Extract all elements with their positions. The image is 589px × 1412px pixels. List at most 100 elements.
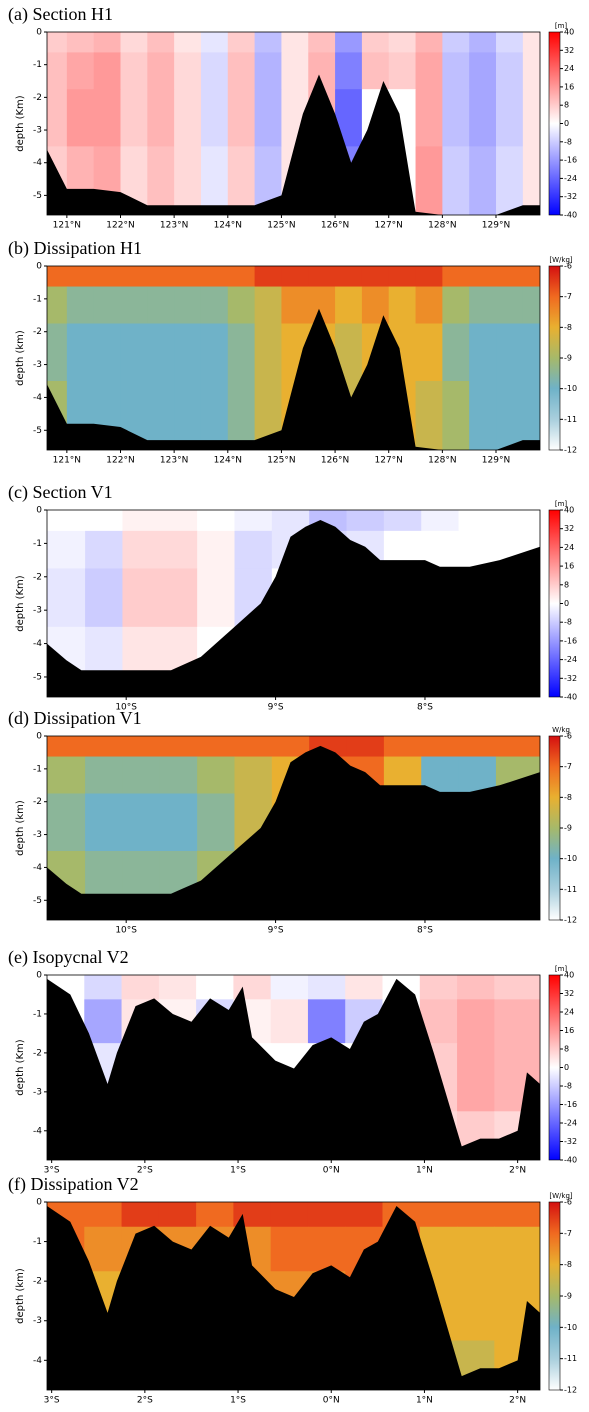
heatmap-cell (197, 510, 235, 532)
heatmap-cell (469, 146, 497, 215)
colorbar-tick-label: -12 (564, 1386, 577, 1395)
heatmap-cell (196, 975, 234, 1000)
heatmap-cell (495, 510, 540, 532)
heatmap-cell (415, 323, 443, 382)
heatmap-cell (47, 323, 68, 382)
heatmap-cell (281, 266, 309, 288)
heatmap-cell (200, 146, 229, 215)
heatmap-cell (308, 32, 336, 53)
heatmap-cell (335, 286, 363, 324)
plot-frame (46, 974, 541, 1161)
y-tick-label: -3 (33, 1316, 42, 1326)
x-tick-label: 122°N (106, 221, 134, 231)
heatmap-cell (147, 89, 175, 147)
y-tick-label: 0 (36, 28, 42, 38)
heatmap-cell (495, 736, 540, 758)
heatmap-cell (457, 975, 495, 1000)
heatmap-cell (388, 286, 417, 324)
plot-area (47, 1202, 540, 1390)
heatmap-cell (196, 1202, 234, 1228)
plot-frame (46, 509, 541, 698)
heatmap-cell (442, 52, 470, 90)
colorbar-tick-label: 32 (564, 524, 574, 533)
colorbar-tick-label: 8 (564, 101, 569, 110)
heatmap-cell (47, 52, 68, 90)
y-tick-label: 0 (36, 262, 42, 272)
heatmap-cell (415, 52, 443, 90)
heatmap-cell (197, 568, 235, 628)
heatmap-cell (281, 32, 309, 53)
y-tick-label: -5 (33, 426, 42, 436)
heatmap-cell (159, 530, 198, 569)
x-tick-label: 127°N (375, 456, 403, 466)
colorbar (548, 735, 561, 921)
y-axis-label: depth (km) (15, 330, 26, 386)
plot-area (47, 510, 540, 697)
heatmap-cell (159, 568, 198, 628)
heatmap-cell (307, 1202, 346, 1228)
heatmap-cell (496, 32, 524, 53)
heatmap-cell (197, 793, 235, 852)
heatmap-cell (346, 736, 385, 758)
heatmap-cell (120, 32, 148, 53)
heatmap-cell (457, 1043, 495, 1112)
heatmap-cell (335, 266, 363, 288)
y-tick-label: -1 (33, 1009, 42, 1019)
heatmap-cell (522, 32, 540, 53)
heatmap-cell (121, 1202, 160, 1228)
colorbar-tick-label: -8 (564, 1260, 572, 1269)
heatmap-cell (120, 323, 148, 382)
heatmap-cell (122, 510, 161, 532)
x-tick-label: 124°N (214, 456, 242, 466)
heatmap-cell (522, 323, 540, 382)
heatmap-cell (442, 381, 470, 450)
heatmap-cell (84, 999, 123, 1044)
heatmap-cell (254, 286, 282, 324)
colorbar-tick-label: -8 (564, 618, 572, 627)
heatmap-cell (442, 146, 470, 215)
heatmap-cell (234, 756, 273, 794)
y-axis-label: depth (km) (15, 1268, 26, 1324)
heatmap-cell (415, 146, 443, 215)
heatmap-cell (254, 52, 282, 90)
colorbar-tick-label: -40 (564, 211, 577, 220)
heatmap-cell (361, 286, 390, 324)
heatmap-cell (308, 266, 336, 288)
plot-area (47, 975, 540, 1160)
heatmap-cell (66, 89, 95, 147)
colorbar-label: [m] (555, 22, 568, 30)
heatmap-cell (93, 286, 121, 324)
x-tick-label: 129°N (482, 456, 510, 466)
panel-title: (b) Dissipation H1 (8, 238, 142, 259)
plot-area (47, 266, 540, 450)
y-tick-label: -5 (33, 672, 42, 682)
y-tick-label: -4 (33, 393, 42, 403)
x-tick-label: 2°N (509, 1396, 526, 1406)
heatmap-cell (234, 530, 273, 569)
y-axis-label: depth (Km) (15, 575, 26, 631)
heatmap-cell (159, 510, 198, 532)
heatmap-cell (457, 1226, 495, 1272)
x-tick-label: 2°N (509, 1166, 526, 1176)
plot-frame (46, 735, 541, 921)
heatmap-cell (522, 52, 540, 90)
heatmap-cell (200, 381, 229, 450)
heatmap-cell (494, 999, 540, 1044)
heatmap-cell (345, 975, 384, 1000)
colorbar-tick-label: 40 (564, 506, 574, 515)
heatmap-cell (419, 1202, 458, 1228)
bathymetry (47, 745, 540, 920)
bathymetry (47, 978, 540, 1160)
heatmap-cell (174, 89, 202, 147)
heatmap-cell (227, 52, 256, 90)
heatmap-cell (147, 266, 175, 288)
x-tick-label: 123°N (160, 456, 188, 466)
colorbar-tick-label: -10 (564, 384, 577, 393)
heatmap-cell (147, 286, 175, 324)
heatmap-cell (147, 32, 175, 53)
colorbar-tick-label: 16 (564, 562, 574, 571)
colorbar (548, 31, 561, 216)
panel-title: (e) Isopycnal V2 (8, 947, 129, 968)
x-tick-label: 128°N (428, 221, 456, 231)
